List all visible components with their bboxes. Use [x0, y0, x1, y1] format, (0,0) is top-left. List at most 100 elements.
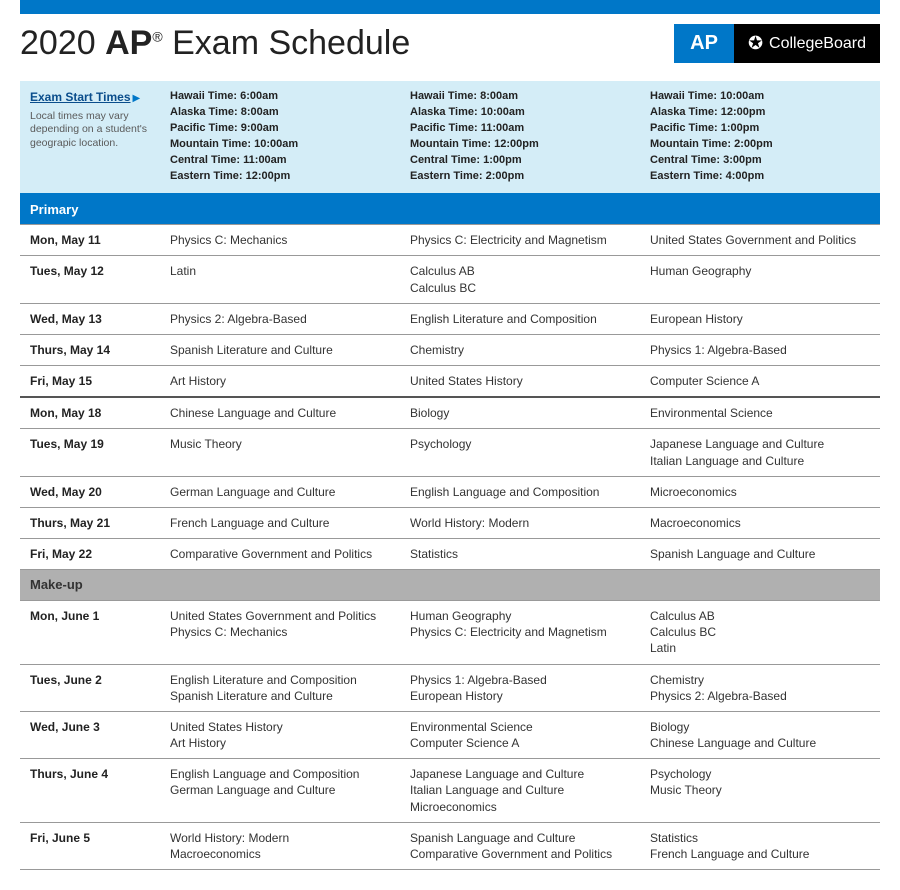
date-cell: Fri, May 22 [20, 539, 160, 570]
exam-name: Statistics [410, 546, 630, 562]
exam-cell: Latin [160, 256, 400, 303]
table-row: Thurs, May 21 French Language and Culture… [20, 508, 880, 539]
table-row: Tues, June 2English Literature and Compo… [20, 664, 880, 711]
exam-name: Microeconomics [650, 484, 870, 500]
schedule-table: Exam Start Times▶Local times may vary de… [20, 81, 880, 870]
exam-cell: Music Theory [160, 429, 400, 476]
exam-name: Chemistry [410, 342, 630, 358]
exam-cell: Environmental ScienceComputer Science A [400, 711, 640, 758]
exam-name: Physics C: Electricity and Magnetism [410, 232, 630, 248]
date-cell: Tues, May 19 [20, 429, 160, 476]
exam-name: English Literature and Composition [170, 672, 390, 688]
timezone-line: Pacific Time: 9:00am [170, 121, 390, 137]
exam-name: Physics 1: Algebra-Based [650, 342, 870, 358]
exam-name: Psychology [650, 766, 870, 782]
table-row: Tues, May 19Music Theory Psychology Japane… [20, 429, 880, 476]
start-times-col-1: Hawaii Time: 8:00amAlaska Time: 10:00amP… [400, 81, 640, 194]
exam-cell: Physics 2: Algebra-Based [160, 303, 400, 334]
exam-cell: Spanish Language and CultureComparative … [400, 822, 640, 869]
exam-name: Human Geography [410, 608, 630, 624]
exam-name: European History [410, 688, 630, 704]
exam-cell: Art History [160, 366, 400, 398]
title-rest: Exam Schedule [172, 24, 410, 62]
logo-cb-text: CollegeBoard [769, 35, 866, 53]
exam-name: Calculus BC [650, 624, 870, 640]
table-row: Fri, May 15Art HistoryUnited States Hist… [20, 366, 880, 398]
exam-name: Psychology [410, 436, 630, 452]
exam-name: Biology [410, 405, 630, 421]
exam-name: Macroeconomics [650, 515, 870, 531]
exam-cell: Comparative Government and Politics [160, 539, 400, 570]
exam-name: Calculus AB [410, 263, 630, 279]
exam-cell: Environmental Science [640, 397, 880, 429]
date-cell: Mon, June 1 [20, 600, 160, 664]
exam-name: Physics C: Mechanics [170, 624, 390, 640]
exam-name: Physics C: Electricity and Magnetism [410, 624, 630, 640]
date-cell: Thurs, June 4 [20, 759, 160, 823]
exam-name: Spanish Literature and Culture [170, 688, 390, 704]
timezone-line: Central Time: 3:00pm [650, 153, 870, 169]
exam-name: Latin [170, 263, 390, 279]
table-row: Mon, May 11Physics C: MechanicsPhysics C… [20, 225, 880, 256]
exam-name: English Language and Composition [170, 766, 390, 782]
exam-name: Chinese Language and Culture [650, 735, 870, 751]
logo-collegeboard: ✪CollegeBoard [734, 24, 880, 63]
table-row: Fri, June 5World History: ModernMacroeco… [20, 822, 880, 869]
exam-name: Art History [170, 373, 390, 389]
exam-cell: Chemistry [400, 334, 640, 365]
exam-cell: United States History [400, 366, 640, 398]
exam-cell: Psychology [400, 429, 640, 476]
exam-cell: Computer Science A [640, 366, 880, 398]
section-label: Primary [20, 194, 880, 225]
exam-name: Comparative Government and Politics [170, 546, 390, 562]
date-cell: Thurs, May 14 [20, 334, 160, 365]
table-row: Wed, June 3United States HistoryArt Hist… [20, 711, 880, 758]
exam-cell: French Language and Culture [160, 508, 400, 539]
exam-name: Music Theory [650, 782, 870, 798]
exam-cell: English Literature and CompositionSpanis… [160, 664, 400, 711]
start-times-col-0: Hawaii Time: 6:00amAlaska Time: 8:00amPa… [160, 81, 400, 194]
exam-name: German Language and Culture [170, 782, 390, 798]
exam-cell: Spanish Language and Culture [640, 539, 880, 570]
exam-name: Human Geography [650, 263, 870, 279]
exam-name: Physics 2: Algebra-Based [170, 311, 390, 327]
exam-name: Calculus AB [650, 608, 870, 624]
exam-cell: Human Geography [640, 256, 880, 303]
exam-name: Japanese Language and Culture [410, 766, 630, 782]
exam-name: French Language and Culture [170, 515, 390, 531]
timezone-line: Mountain Time: 12:00pm [410, 137, 630, 153]
exam-cell: United States Government and Politics [640, 225, 880, 256]
exam-name: Art History [170, 735, 390, 751]
exam-name: Latin [650, 640, 870, 656]
date-cell: Tues, May 12 [20, 256, 160, 303]
exam-name: Computer Science A [410, 735, 630, 751]
exam-name: Statistics [650, 830, 870, 846]
section-label: Make-up [20, 570, 880, 601]
exam-name: English Language and Composition [410, 484, 630, 500]
exam-name: United States Government and Politics [170, 608, 390, 624]
timezone-line: Eastern Time: 12:00pm [170, 169, 390, 185]
exam-name: Microeconomics [410, 799, 630, 815]
exam-cell: English Language and Composition [400, 476, 640, 507]
timezone-line: Pacific Time: 1:00pm [650, 121, 870, 137]
exam-name: European History [650, 311, 870, 327]
title-ap: AP [105, 24, 152, 62]
timezone-line: Alaska Time: 10:00am [410, 105, 630, 121]
exam-name: Environmental Science [410, 719, 630, 735]
exam-name: Calculus BC [410, 280, 630, 296]
timezone-line: Alaska Time: 12:00pm [650, 105, 870, 121]
exam-name: Japanese Language and Culture [650, 436, 870, 452]
exam-cell: Japanese Language and CultureItalian Lan… [640, 429, 880, 476]
date-cell: Thurs, May 21 [20, 508, 160, 539]
exam-name: Physics 2: Algebra-Based [650, 688, 870, 704]
exam-name: Computer Science A [650, 373, 870, 389]
exam-start-times-link[interactable]: Exam Start Times [30, 90, 131, 104]
timezone-line: Central Time: 1:00pm [410, 153, 630, 169]
exam-name: World History: Modern [170, 830, 390, 846]
top-stripe [20, 0, 880, 14]
start-times-note: Local times may vary depending on a stud… [30, 110, 150, 151]
logo: AP ✪CollegeBoard [674, 24, 880, 63]
exam-cell: ChemistryPhysics 2: Algebra-Based [640, 664, 880, 711]
start-times-label-cell: Exam Start Times▶Local times may vary de… [20, 81, 160, 194]
table-row: Tues, May 12 Latin Calculus ABCalculus BC H… [20, 256, 880, 303]
